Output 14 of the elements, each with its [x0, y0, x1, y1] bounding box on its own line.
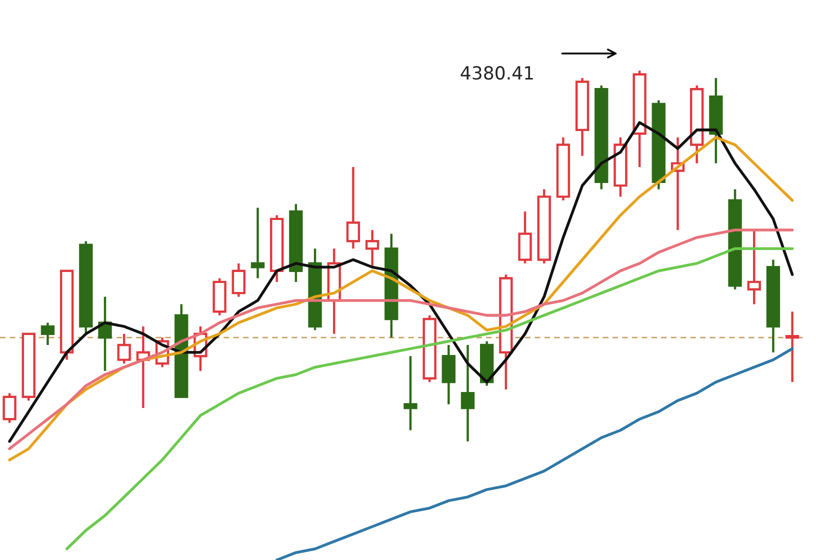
candlestick [460, 344, 475, 442]
candlestick [270, 214, 284, 284]
candlestick [709, 76, 723, 164]
annotation: 4380.41 [460, 66, 533, 80]
candlestick [404, 354, 418, 432]
candlestick [40, 322, 55, 346]
candlestick [250, 206, 265, 280]
candlestick [766, 258, 780, 354]
candlestick [747, 228, 761, 306]
candlestick [232, 262, 246, 298]
candlestick [346, 166, 360, 250]
candlestick [365, 228, 380, 268]
candlestick [442, 344, 456, 406]
candlestick [785, 310, 800, 384]
